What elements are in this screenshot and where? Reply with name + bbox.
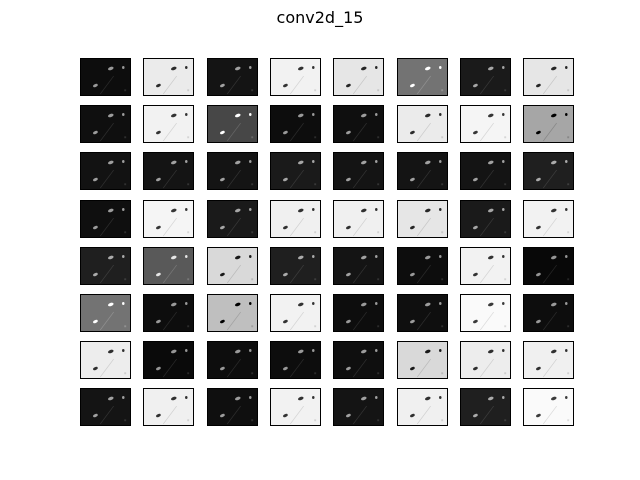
feature-map-tile [80,152,131,191]
feature-map-tile [269,105,321,144]
feature-map-tile [206,58,258,96]
feature-map-tile [459,294,511,332]
feature-map-tile [333,341,385,380]
feature-map-tile [80,341,131,380]
feature-map-tile [143,294,195,332]
feature-map-tile [459,105,511,144]
feature-map-tile [523,58,575,96]
feature-map-tile [206,152,258,191]
feature-map-tile [396,388,448,427]
feature-map-tile [396,294,448,332]
feature-map-tile [143,152,195,191]
feature-map-tile [396,58,448,96]
feature-map-tile [80,199,131,238]
feature-map-tile [80,294,131,332]
feature-map-tile [459,246,511,285]
feature-map-tile [523,341,575,380]
feature-map-tile [206,388,258,427]
feature-map-tile [396,105,448,144]
feature-map-tile [333,199,385,238]
feature-map-tile [80,388,131,427]
feature-map-tile [80,246,131,285]
feature-map-tile [143,341,195,380]
feature-map-tile [80,105,131,144]
feature-map-tile [143,58,195,96]
feature-map-tile [333,152,385,191]
feature-map-tile [143,246,195,285]
feature-map-tile [396,199,448,238]
feature-map-tile [396,246,448,285]
feature-map-tile [523,294,575,332]
feature-map-tile [459,58,511,96]
feature-map-tile [523,152,575,191]
feature-map-tile [143,105,195,144]
feature-map-tile [269,388,321,427]
feature-map-tile [206,294,258,332]
feature-map-tile [206,246,258,285]
feature-map-tile [396,152,448,191]
feature-map-tile [333,105,385,144]
figure-title: conv2d_15 [276,8,364,27]
feature-map-tile [523,388,575,427]
feature-map-tile [333,246,385,285]
feature-map-tile [269,294,321,332]
feature-map-tile [269,199,321,238]
feature-map-tile [333,388,385,427]
feature-map-tile [269,58,321,96]
feature-map-tile [143,199,195,238]
feature-map-tile [523,199,575,238]
feature-map-tile [269,341,321,380]
feature-map-tile [269,152,321,191]
feature-map-tile [206,341,258,380]
feature-map-tile [143,388,195,427]
feature-map-tile [206,105,258,144]
feature-map-tile [459,388,511,427]
feature-map-tile [333,294,385,332]
feature-map-tile [459,152,511,191]
feature-map-tile [80,58,131,96]
feature-map-tile [333,58,385,96]
feature-map-tile [459,341,511,380]
feature-map-tile [396,341,448,380]
feature-map-tile [523,105,575,144]
feature-map-tile [523,246,575,285]
feature-map-tile [206,199,258,238]
feature-map-tile [459,199,511,238]
feature-map-tile [269,246,321,285]
